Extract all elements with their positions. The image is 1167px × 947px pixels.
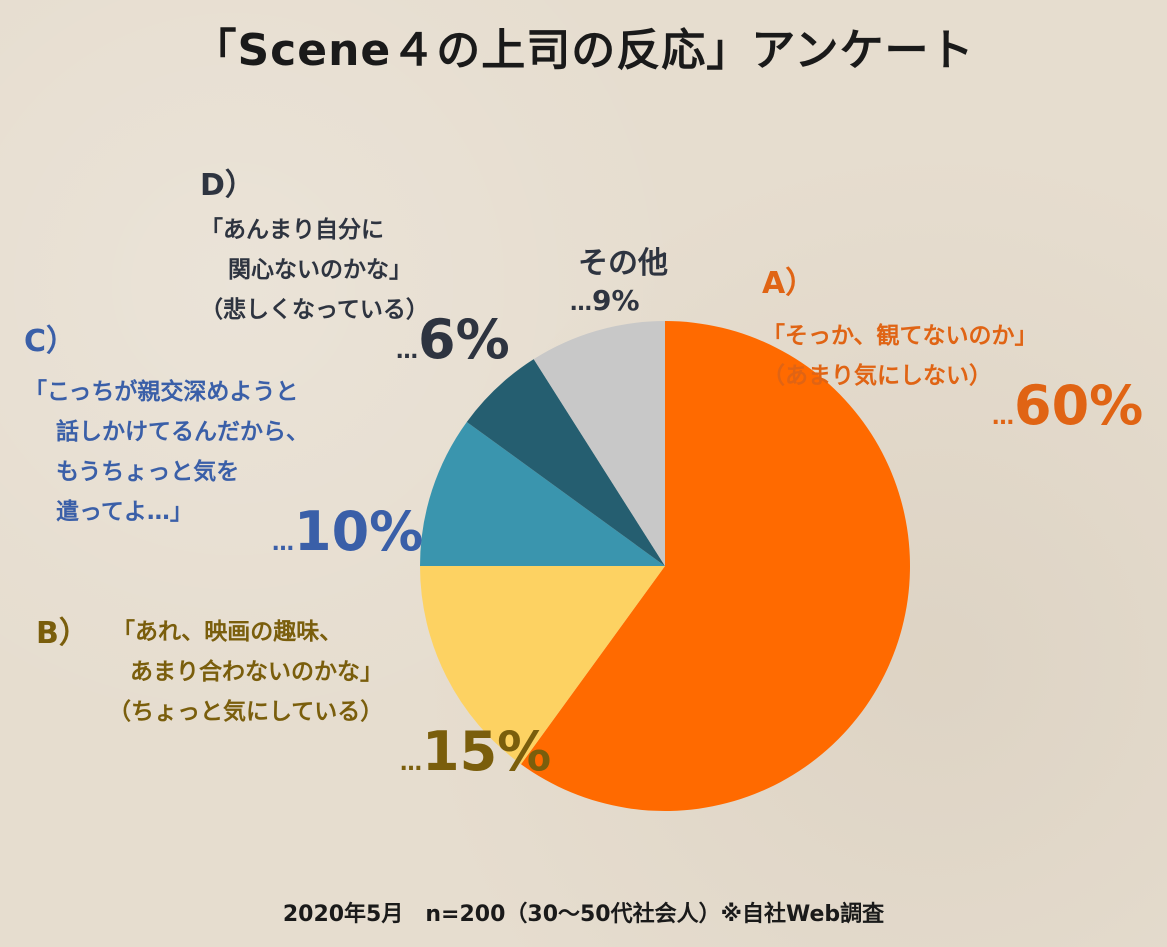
pie-slice-a: [520, 321, 910, 811]
pct-a: …60%: [992, 374, 1144, 437]
label-b: 「あれ、映画の趣味、 あまり合わないのかな」 （ちょっと気にしている）: [108, 612, 383, 726]
label-a-letter: A）: [762, 266, 816, 301]
label-a-line-2: （あまり気にしない）: [762, 363, 992, 389]
pct-d: …6%: [396, 308, 510, 371]
label-d-letter: D）: [200, 168, 255, 203]
footer-note: 2020年5月 n=200（30～50代社会人）※自社Web調査: [282, 902, 885, 927]
pct-d-value: 6%: [418, 308, 510, 371]
pct-b: …15%: [400, 720, 552, 783]
pct-c: …10%: [272, 500, 424, 563]
label-b-letter: B）: [36, 616, 89, 651]
label-c: C） 「こっちが親交深めようと 話しかけてるんだから、 もうちょっと気を 遣って…: [24, 316, 309, 526]
label-d-line-1: 「あんまり自分に: [200, 217, 384, 243]
pie-slice-d: [466, 359, 665, 566]
label-d: D） 「あんまり自分に 関心ないのかな」 （悲しくなっている）: [200, 160, 429, 324]
pie-slice-other: [533, 321, 665, 566]
pct-other-value: 9%: [592, 284, 640, 317]
label-c-line-2: 話しかけてるんだから、: [56, 419, 309, 445]
pct-b-value: 15%: [422, 720, 552, 783]
label-other: その他: [578, 246, 668, 281]
pct-c-value: 10%: [294, 500, 424, 563]
pct-a-value: 60%: [1014, 374, 1144, 437]
chart-title: 「Scene４の上司の反応」アンケート: [192, 25, 975, 76]
label-a-line-1: 「そっか、観てないのか」: [762, 323, 1038, 349]
pie-slice-b: [420, 566, 665, 765]
label-d-line-2: 関心ないのかな」: [228, 257, 412, 283]
pct-other: …9%: [570, 284, 640, 317]
pie-slice-c: [420, 421, 665, 566]
label-c-line-3: もうちょっと気を: [56, 459, 240, 485]
label-c-letter: C）: [24, 324, 77, 359]
label-c-line-1: 「こっちが親交深めようと: [24, 379, 299, 405]
label-d-line-3: （悲しくなっている）: [200, 297, 429, 323]
label-b-line-1: 「あれ、映画の趣味、: [112, 619, 343, 645]
label-b-line-2: あまり合わないのかな」: [130, 659, 383, 685]
label-c-line-4: 遣ってよ…」: [56, 499, 193, 525]
label-b-line-3: （ちょっと気にしている）: [108, 699, 384, 725]
label-a: A） 「そっか、観てないのか」 （あまり気にしない）: [762, 258, 1038, 390]
